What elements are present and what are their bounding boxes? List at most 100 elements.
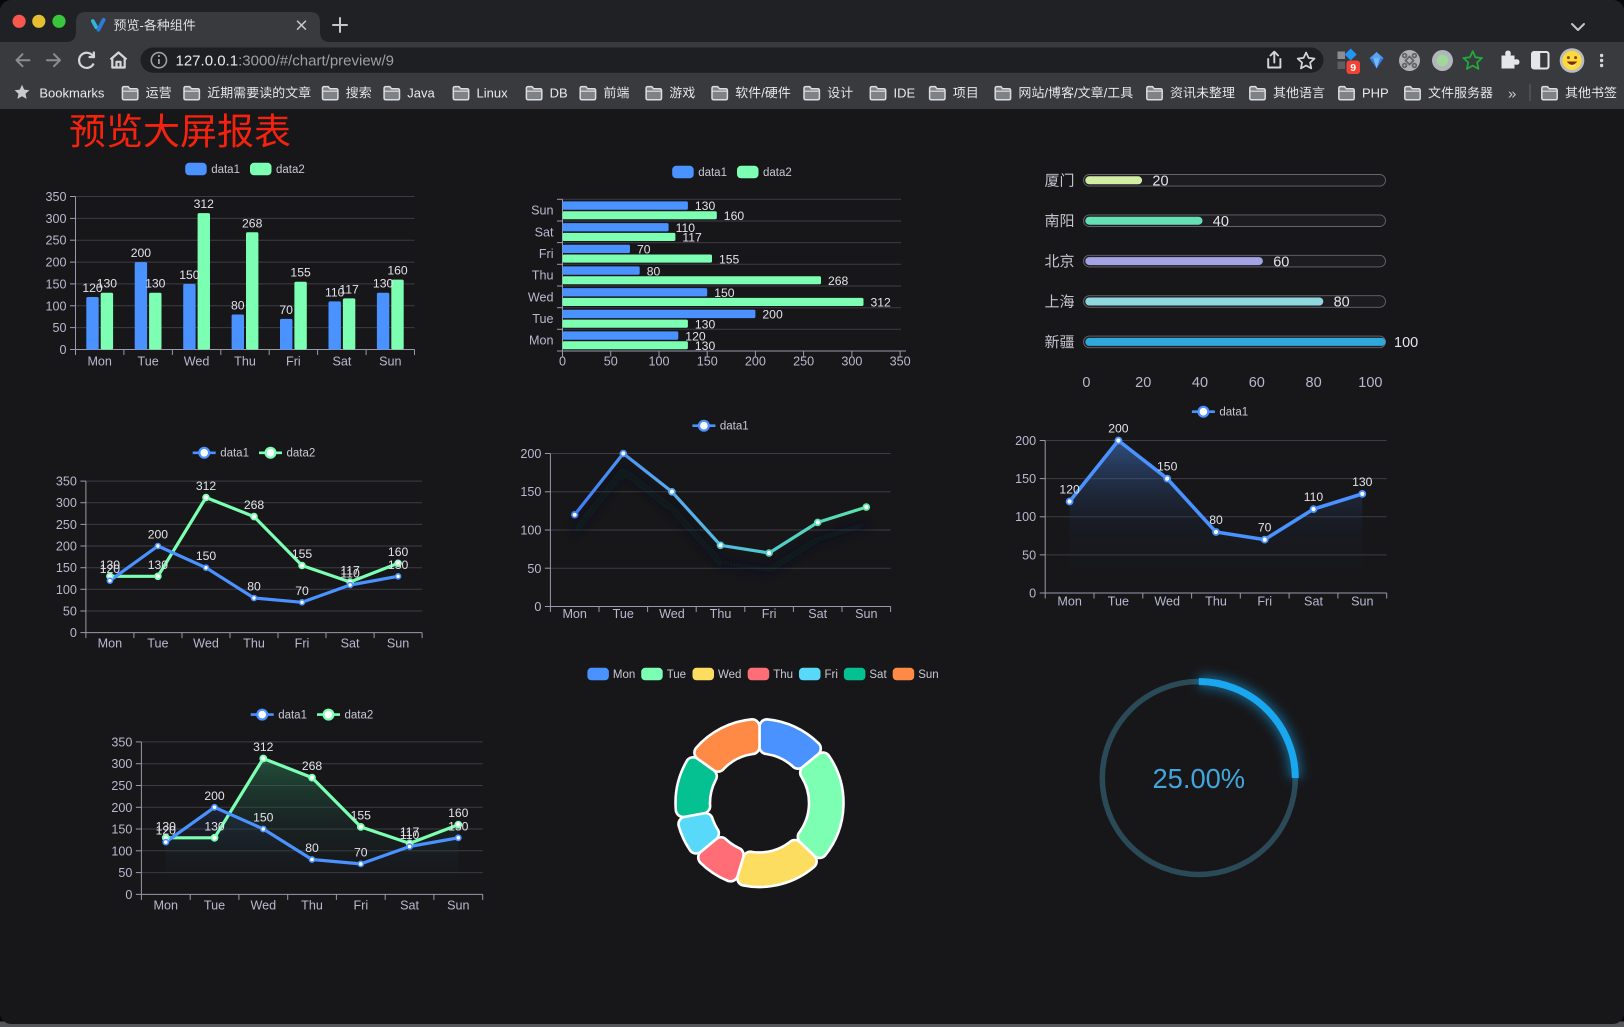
svg-text:Fri: Fri: [1257, 594, 1272, 608]
svg-text:160: 160: [724, 209, 745, 223]
svg-text:Wed: Wed: [718, 669, 741, 681]
svg-text:0: 0: [1082, 375, 1090, 391]
svg-text:9: 9: [1350, 62, 1356, 74]
svg-text:312: 312: [253, 740, 274, 754]
svg-text:60: 60: [1273, 254, 1289, 270]
svg-text:Tue: Tue: [532, 312, 553, 326]
svg-text:120: 120: [100, 562, 121, 576]
svg-text:100: 100: [56, 583, 77, 597]
svg-text:100: 100: [1394, 335, 1418, 351]
svg-text:70: 70: [279, 303, 293, 317]
svg-text:data1: data1: [720, 421, 749, 433]
svg-text:268: 268: [244, 498, 265, 512]
svg-text:20: 20: [1135, 375, 1151, 391]
svg-text:130: 130: [373, 277, 394, 291]
svg-text:130: 130: [695, 339, 716, 353]
svg-text:Sat: Sat: [869, 669, 887, 681]
svg-text:110: 110: [325, 285, 345, 299]
svg-text:120: 120: [156, 824, 177, 838]
svg-text:300: 300: [45, 212, 66, 226]
svg-text:50: 50: [118, 866, 132, 880]
svg-text:80: 80: [1334, 295, 1350, 311]
svg-text:100: 100: [45, 299, 66, 313]
svg-text:Tue: Tue: [1108, 594, 1129, 608]
svg-text:Fri: Fri: [295, 636, 310, 650]
svg-text:Sun: Sun: [1351, 594, 1373, 608]
svg-text:Tue: Tue: [137, 355, 158, 369]
svg-text:Sun: Sun: [447, 899, 469, 913]
svg-text:100: 100: [1015, 510, 1036, 524]
svg-text:Tue: Tue: [667, 669, 686, 681]
svg-text:DB: DB: [550, 85, 568, 100]
svg-text:110: 110: [1304, 490, 1324, 504]
svg-text:80: 80: [247, 580, 261, 594]
svg-text:Sat: Sat: [1304, 594, 1323, 608]
svg-text:Thu: Thu: [234, 355, 256, 369]
svg-text:150: 150: [45, 277, 66, 291]
svg-text:130: 130: [204, 819, 225, 833]
svg-text:50: 50: [63, 605, 77, 619]
svg-text:Sat: Sat: [341, 636, 360, 650]
svg-text:80: 80: [305, 841, 319, 855]
svg-text:Thu: Thu: [243, 636, 265, 650]
svg-text:130: 130: [695, 317, 716, 331]
svg-text:300: 300: [111, 757, 132, 771]
svg-text:150: 150: [1157, 460, 1178, 474]
svg-text:250: 250: [45, 234, 66, 248]
svg-text:117: 117: [340, 564, 360, 578]
svg-text:200: 200: [148, 528, 169, 542]
svg-text:Tue: Tue: [147, 636, 168, 650]
svg-text:Mon: Mon: [98, 636, 123, 650]
svg-text:155: 155: [719, 252, 740, 266]
svg-text:250: 250: [793, 355, 814, 369]
svg-text:350: 350: [111, 735, 132, 749]
svg-text:data2: data2: [276, 164, 305, 176]
svg-text:200: 200: [1015, 434, 1036, 448]
svg-text:150: 150: [179, 268, 200, 282]
svg-text:Fri: Fri: [762, 607, 777, 621]
svg-text:40: 40: [1213, 214, 1229, 230]
svg-text:80: 80: [231, 299, 245, 313]
svg-text:200: 200: [56, 540, 77, 554]
svg-text:155: 155: [290, 266, 311, 280]
svg-text:120: 120: [1059, 483, 1080, 497]
svg-text:250: 250: [111, 779, 132, 793]
svg-text:Wed: Wed: [184, 355, 210, 369]
svg-text::3000/#/chart/preview/9: :3000/#/chart/preview/9: [238, 52, 394, 69]
svg-text:268: 268: [302, 759, 323, 773]
svg-text:150: 150: [111, 823, 132, 837]
svg-text:data1: data1: [278, 710, 307, 722]
svg-text:350: 350: [890, 355, 911, 369]
svg-text:50: 50: [1022, 548, 1036, 562]
svg-text:130: 130: [148, 558, 169, 572]
svg-text:110: 110: [340, 567, 360, 581]
svg-text:Fri: Fri: [286, 355, 301, 369]
svg-text:0: 0: [559, 355, 566, 369]
svg-text:160: 160: [388, 545, 409, 559]
svg-text:80: 80: [647, 264, 661, 278]
svg-text:Sun: Sun: [855, 607, 877, 621]
svg-text:data2: data2: [763, 167, 792, 179]
svg-text:70: 70: [295, 584, 309, 598]
svg-text:Thu: Thu: [710, 607, 732, 621]
svg-text:Thu: Thu: [301, 899, 323, 913]
svg-text:200: 200: [131, 246, 152, 260]
svg-text:0: 0: [70, 626, 77, 640]
svg-text:data2: data2: [287, 448, 316, 460]
svg-text:150: 150: [1015, 472, 1036, 486]
svg-text:Wed: Wed: [659, 607, 685, 621]
svg-text:100: 100: [111, 844, 132, 858]
svg-text:130: 130: [156, 819, 177, 833]
svg-text:200: 200: [762, 308, 783, 322]
svg-text:/: /: [1104, 85, 1108, 100]
svg-text:312: 312: [196, 479, 217, 493]
svg-text:268: 268: [242, 216, 263, 230]
svg-text:Tue: Tue: [613, 607, 634, 621]
svg-text:130: 130: [448, 819, 469, 833]
svg-text:0: 0: [534, 600, 541, 614]
svg-text:300: 300: [841, 355, 862, 369]
svg-text:350: 350: [56, 475, 77, 489]
svg-text:130: 130: [100, 558, 121, 572]
svg-text:Tue: Tue: [204, 899, 225, 913]
svg-text:Sat: Sat: [332, 355, 351, 369]
